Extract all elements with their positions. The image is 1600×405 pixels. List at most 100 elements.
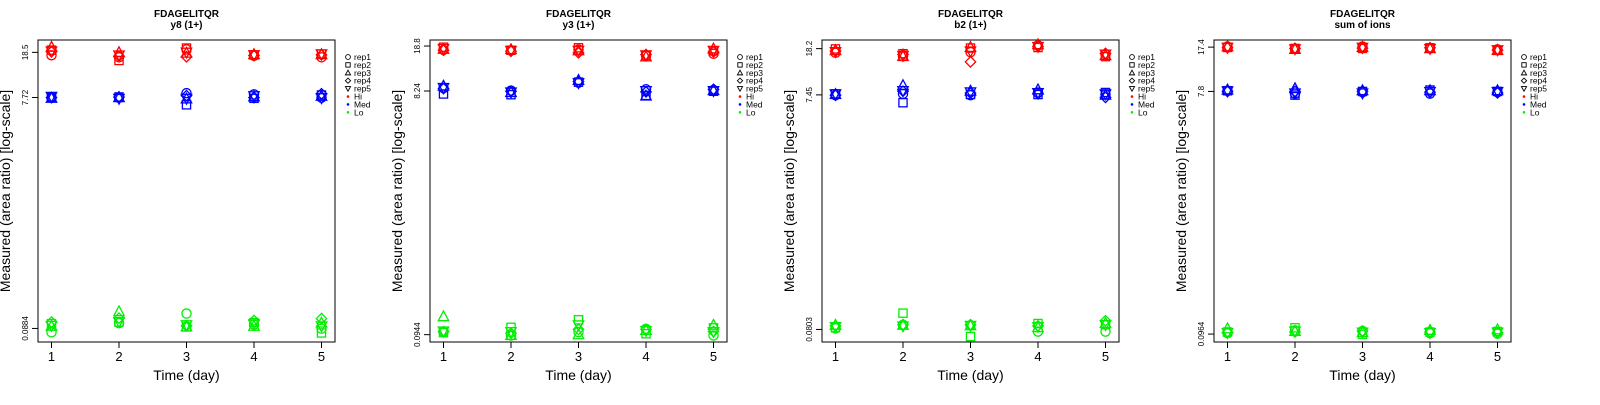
data-point	[315, 49, 328, 61]
legend-label: Hi	[746, 92, 754, 102]
data-point	[180, 320, 193, 332]
data-point	[572, 323, 585, 336]
chart-subtitle: y8 (1+)	[171, 20, 203, 31]
data-point	[707, 318, 720, 330]
data-point	[639, 325, 653, 338]
legend-label: Lo	[746, 107, 756, 117]
data-point	[639, 50, 653, 63]
data-point	[640, 84, 652, 95]
x-axis-title: Time (day)	[1329, 367, 1395, 383]
data-point	[1356, 327, 1369, 340]
legend-diamond-icon	[1520, 77, 1528, 84]
legend-label: rep4	[746, 76, 763, 86]
data-point	[45, 46, 58, 59]
data-point	[504, 328, 518, 341]
legend-label: rep5	[1530, 84, 1547, 94]
data-point	[1288, 44, 1302, 56]
legend-triangle-up-icon	[344, 69, 352, 76]
data-point	[1491, 322, 1504, 335]
legend-label: rep1	[746, 52, 763, 62]
y-tick-label: 0.0964	[1197, 321, 1206, 346]
x-tick-label: 4	[642, 349, 649, 364]
series-lo	[1221, 321, 1504, 340]
legend-label: rep5	[746, 84, 763, 94]
data-point	[639, 86, 653, 98]
x-axis: 1 2 3 4 5	[440, 342, 717, 364]
legend-label: rep3	[1530, 68, 1547, 78]
y-axis: 0.0884 7.72 18.5	[21, 44, 38, 341]
data-point	[315, 321, 328, 333]
legend-triangle-up-icon	[736, 69, 744, 76]
chart-subtitle: y3 (1+)	[563, 20, 595, 31]
data-point	[707, 41, 720, 54]
data-point	[112, 45, 126, 58]
data-point	[573, 315, 584, 325]
legend-circle-icon	[345, 54, 351, 60]
series-lo	[829, 308, 1112, 342]
series-hi	[45, 40, 328, 66]
data-point	[437, 309, 450, 322]
data-point	[1356, 40, 1369, 53]
data-point	[964, 55, 977, 68]
legend-circle-icon	[1129, 54, 1135, 60]
legend-circle-icon	[737, 54, 743, 60]
data-point	[1031, 87, 1045, 100]
data-point	[180, 93, 193, 106]
legend-label: Hi	[1138, 92, 1146, 102]
data-point	[112, 311, 126, 325]
x-tick-label: 1	[48, 349, 55, 364]
legend-label: rep1	[354, 52, 371, 62]
legend-label: Med	[1138, 99, 1155, 109]
data-point	[1221, 321, 1234, 334]
data-point	[437, 43, 450, 56]
data-point	[315, 87, 328, 100]
data-point	[896, 318, 910, 331]
data-point	[639, 323, 653, 336]
data-point	[1491, 45, 1504, 57]
data-point	[437, 82, 450, 95]
data-point	[247, 50, 261, 62]
data-point	[504, 45, 518, 58]
data-point	[964, 320, 977, 333]
y-tick-label: 0.0803	[805, 317, 814, 342]
x-tick-label: 4	[1426, 349, 1433, 364]
data-point	[247, 319, 261, 331]
data-point	[1099, 320, 1112, 332]
y-axis: 0.0944 8.24 18.8	[413, 38, 430, 347]
data-point	[45, 40, 58, 52]
series-lo	[437, 309, 720, 341]
data-point	[247, 91, 261, 103]
data-point	[504, 326, 518, 339]
legend-diamond-icon	[736, 77, 744, 84]
legend-label: Med	[354, 99, 371, 109]
legend-label: rep2	[1530, 60, 1547, 70]
x-tick-label: 5	[710, 349, 717, 364]
data-point	[316, 328, 327, 338]
chart-title: FDAGELITQR	[154, 9, 220, 20]
y-tick-label: 7.45	[805, 87, 814, 103]
series-med	[829, 78, 1112, 108]
data-point	[112, 50, 126, 63]
data-point	[896, 50, 910, 63]
y-tick-label: 17.4	[1197, 39, 1206, 55]
legend-triangle-down-icon	[344, 86, 352, 93]
x-axis: 1 2 3 4 5	[48, 342, 325, 364]
data-point	[1423, 328, 1437, 340]
legend-triangle-down-icon	[1128, 86, 1136, 93]
data-point	[112, 93, 126, 106]
data-point	[180, 50, 193, 63]
x-tick-label: 1	[1224, 349, 1231, 364]
data-point	[707, 83, 720, 96]
data-point	[707, 326, 720, 339]
series-med	[45, 87, 328, 110]
y-tick-label: 0.0884	[21, 316, 30, 341]
data-point	[1221, 328, 1234, 340]
x-tick-label: 3	[1359, 349, 1366, 364]
data-point	[1221, 86, 1234, 98]
